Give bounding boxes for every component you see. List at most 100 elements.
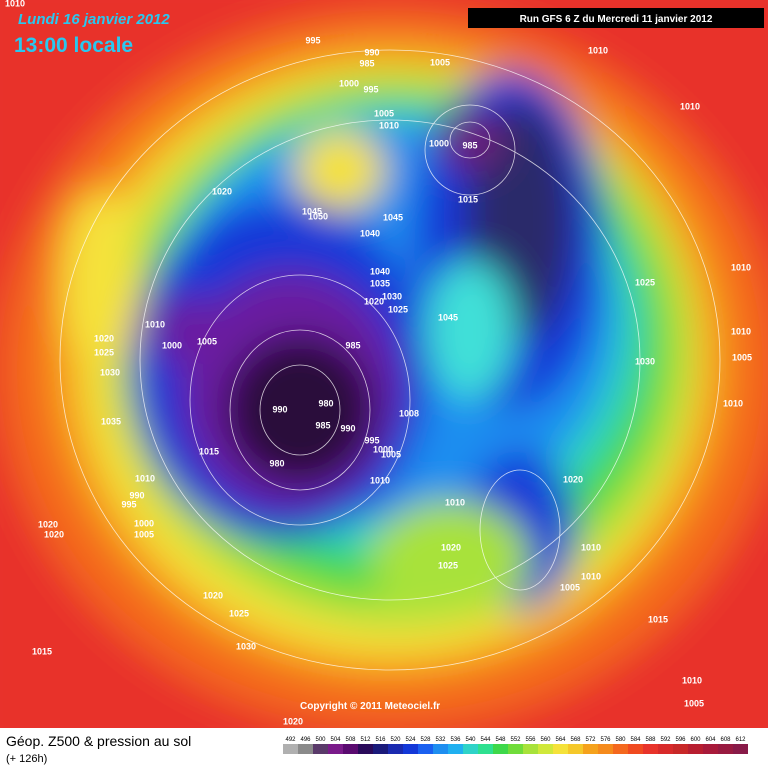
isobar-label: 1015	[32, 646, 52, 656]
scale-swatch	[703, 744, 718, 754]
scale-label: 500	[315, 737, 326, 743]
scale-swatch	[463, 744, 478, 754]
scale-swatch	[598, 744, 613, 754]
run-box	[468, 8, 764, 28]
isobar-label: 1010	[145, 319, 165, 329]
isobar-label: 1015	[648, 614, 668, 624]
scale-swatch	[298, 744, 313, 754]
scale-label: 492	[285, 737, 296, 743]
scale-label: 608	[720, 737, 731, 743]
isobar-label: 1010	[731, 326, 751, 336]
isobar-label: 990	[340, 423, 355, 433]
scale-swatch	[658, 744, 673, 754]
scale-label: 572	[585, 737, 596, 743]
color-scale: 492 496 500 504 508 512 516 520 524 528 532 536 540 5…	[283, 737, 748, 754]
scale-swatch	[313, 744, 328, 754]
isobar-label: 980	[269, 458, 284, 468]
isobar-label: 1005	[560, 582, 580, 592]
scale-swatch	[553, 744, 568, 754]
isobar-label: 1020	[212, 186, 232, 196]
isobar-label: 990	[364, 47, 379, 57]
time: 13:00 locale	[14, 34, 133, 57]
isobar-label: 1035	[101, 416, 121, 426]
scale-swatch	[613, 744, 628, 754]
scale-label: 532	[435, 737, 446, 743]
isobar-label: 1030	[236, 641, 256, 651]
scale-label: 568	[570, 737, 581, 743]
isobar-label: 1005	[381, 449, 401, 459]
isobar-label: 980	[318, 398, 333, 408]
scale-label: 536	[450, 737, 461, 743]
isobar-label: 1025	[229, 608, 249, 618]
scale-label: 496	[300, 737, 311, 743]
isobar-label: 1040	[360, 228, 380, 238]
scale-swatch	[343, 744, 358, 754]
scale-label: 540	[465, 737, 476, 743]
scale-swatch	[523, 744, 538, 754]
isobar-label: 995	[305, 35, 320, 45]
scale-label: 512	[360, 737, 371, 743]
scale-swatch	[433, 744, 448, 754]
scale-swatch	[583, 744, 598, 754]
isobar-label: 1010	[588, 45, 608, 55]
scale-label: 604	[705, 737, 716, 743]
isobar-label: 990	[129, 490, 144, 500]
scale-label: 596	[675, 737, 686, 743]
isobar-label: 1010	[135, 473, 155, 483]
isobar-label: 1030	[382, 291, 402, 301]
scale-swatch	[403, 744, 418, 754]
isobar-label: 1005	[684, 698, 704, 708]
isobar-label: 1010	[723, 398, 743, 408]
scale-swatch	[673, 744, 688, 754]
scale-label: 516	[375, 737, 386, 743]
isobar-label: 1010	[445, 497, 465, 507]
isobar-label: 1030	[100, 367, 120, 377]
scale-swatch	[283, 744, 298, 754]
isobar-label: 1010	[731, 262, 751, 272]
scale-swatch	[493, 744, 508, 754]
scale-label: 612	[735, 737, 746, 743]
scale-label: 588	[645, 737, 656, 743]
scale-swatch	[373, 744, 388, 754]
scale-label: 528	[420, 737, 431, 743]
isobar-label: 1000	[134, 518, 154, 528]
scale-swatch	[328, 744, 343, 754]
isobar-label: 1010	[5, 0, 25, 8]
scale-swatch	[718, 744, 733, 754]
isobar-label: 1020	[203, 590, 223, 600]
isobar-label: 1000	[429, 138, 449, 148]
isobar-label: 1010	[680, 101, 700, 111]
scale-label: 560	[540, 737, 551, 743]
scale-label: 504	[330, 737, 341, 743]
scale-label: 524	[405, 737, 416, 743]
scale-swatch	[733, 744, 748, 754]
scale-swatch	[643, 744, 658, 754]
scale-label: 580	[615, 737, 626, 743]
isobar-label: 990	[272, 404, 287, 414]
isobar-label: 1005	[430, 57, 450, 67]
footer-subtitle: (+ 126h)	[6, 753, 47, 765]
isobar-label: 1020	[283, 716, 303, 726]
scale-label: 552	[510, 737, 521, 743]
isobar-label: 985	[345, 340, 360, 350]
isobar-label: 1010	[581, 571, 601, 581]
isobar-label: 995	[364, 435, 379, 445]
isobar-label: 985	[315, 420, 330, 430]
isobar-label: 1000	[339, 78, 359, 88]
isobar-label: 985	[359, 58, 374, 68]
scale-label: 556	[525, 737, 536, 743]
isobar-label: 985	[462, 140, 477, 150]
scale-swatch	[358, 744, 373, 754]
isobar-label: 1010	[370, 475, 390, 485]
isobar-label: 1020	[563, 474, 583, 484]
isobar-label: 1000	[373, 444, 393, 454]
isobar-label: 995	[121, 499, 136, 509]
copyright: Copyright © 2011 Meteociel.fr	[300, 701, 440, 712]
isobars	[59, 49, 721, 671]
scale-swatch	[418, 744, 433, 754]
scale-swatch	[688, 744, 703, 754]
isobar-label: 995	[363, 84, 378, 94]
isobar-label: 1035	[370, 278, 390, 288]
isobar-label: 1020	[441, 542, 461, 552]
